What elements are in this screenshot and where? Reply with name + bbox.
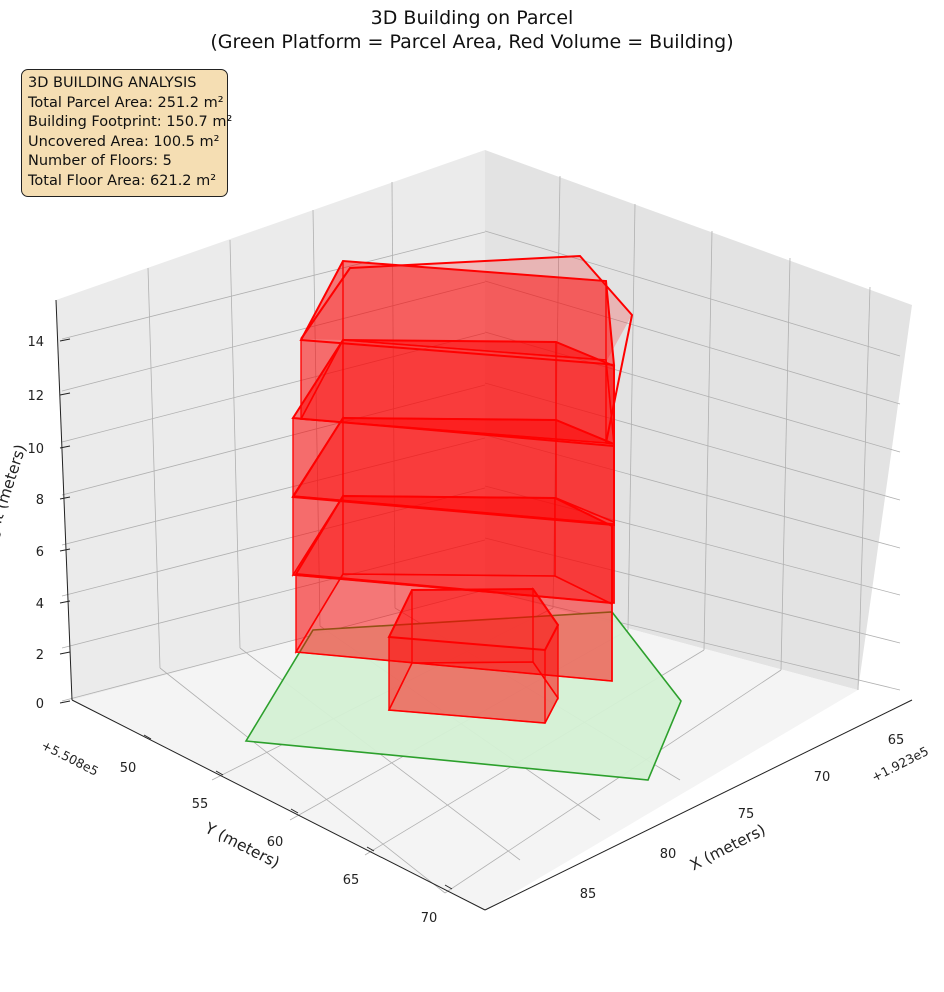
z-tick-mark bbox=[59, 445, 71, 449]
grid-line bbox=[159, 667, 446, 894]
info-box-line: Total Floor Area: 621.2 m² bbox=[28, 172, 217, 189]
y-tick-mark bbox=[366, 846, 375, 852]
y-offset-label: +5.508e5 bbox=[39, 737, 101, 778]
z-tick-label: 12 bbox=[27, 389, 44, 404]
z-tick-label: 6 bbox=[36, 545, 44, 560]
grid-line bbox=[780, 257, 791, 671]
chart-title-line-1: 3D Building on Parcel bbox=[370, 7, 574, 29]
y-tick-label: 55 bbox=[192, 797, 209, 812]
grid-line bbox=[312, 209, 321, 627]
z-tick-mark bbox=[59, 548, 71, 552]
x-tick-label: 80 bbox=[660, 847, 677, 862]
y-tick-label: 70 bbox=[421, 911, 438, 926]
x-axis-line bbox=[484, 699, 913, 911]
grid-line bbox=[627, 203, 636, 631]
grid-line bbox=[391, 181, 396, 609]
y-tick-mark bbox=[215, 770, 224, 776]
info-box-line: Total Parcel Area: 251.2 m² bbox=[28, 94, 224, 111]
info-box-line: Number of Floors: 5 bbox=[28, 153, 172, 169]
back-right-pane bbox=[485, 150, 912, 690]
chart-title-line-2: (Green Platform = Parcel Area, Red Volum… bbox=[210, 31, 734, 53]
info-box-line: Uncovered Area: 100.5 m² bbox=[28, 133, 220, 150]
info-box-heading: 3D BUILDING ANALYSIS bbox=[28, 75, 197, 91]
x-tick-label: 65 bbox=[888, 733, 905, 748]
z-tick-label: 8 bbox=[36, 493, 44, 508]
y-tick-label: 50 bbox=[120, 761, 137, 776]
floor-3-base bbox=[291, 495, 615, 604]
z-tick-mark bbox=[59, 700, 71, 704]
y-axis-line bbox=[71, 699, 486, 911]
grid-line bbox=[61, 231, 486, 340]
floor-4-top bbox=[291, 338, 615, 448]
z-tick-label: 4 bbox=[36, 597, 44, 612]
x-offset-label: +1.923e5 bbox=[869, 743, 931, 784]
y-tick-label: 60 bbox=[267, 835, 284, 850]
chart-title: 3D Building on Parcel (Green Platform = … bbox=[0, 6, 944, 54]
x-tick-label: 75 bbox=[738, 807, 755, 822]
back-left-pane bbox=[56, 150, 485, 700]
z-tick-label: 0 bbox=[36, 697, 44, 712]
y-tick-mark bbox=[143, 734, 152, 740]
z-axis-line bbox=[55, 299, 73, 701]
grid-line bbox=[61, 281, 486, 392]
grid-line bbox=[61, 589, 486, 702]
grid-line bbox=[61, 437, 486, 546]
info-box-line: Building Footprint: 150.7 m² bbox=[28, 114, 233, 130]
floor-5-top bbox=[299, 259, 616, 367]
floor-1-base bbox=[387, 661, 559, 724]
floor-5-base bbox=[299, 339, 615, 445]
grid-line bbox=[484, 485, 901, 596]
grid-line bbox=[61, 384, 486, 496]
z-tick-label: 10 bbox=[27, 442, 44, 457]
grid-line bbox=[484, 331, 901, 453]
z-tick-label: 14 bbox=[27, 335, 44, 350]
grid-line bbox=[147, 267, 161, 669]
grid-line bbox=[857, 286, 871, 691]
z-tick-mark bbox=[59, 392, 71, 396]
floor-1-top bbox=[387, 587, 560, 652]
grid-line bbox=[61, 539, 486, 649]
parcel-platform bbox=[244, 611, 682, 781]
z-tick-label: 2 bbox=[36, 648, 44, 663]
x-tick-label: 70 bbox=[814, 770, 831, 785]
grid-line bbox=[484, 537, 901, 644]
grid-line bbox=[484, 382, 901, 501]
z-tick-mark bbox=[59, 600, 71, 604]
x-axis-label: X (meters) bbox=[687, 821, 769, 874]
analysis-info-box: 3D BUILDING ANALYSIS Total Parcel Area: … bbox=[21, 69, 233, 197]
grid-line bbox=[703, 230, 713, 651]
z-tick-mark bbox=[59, 496, 71, 500]
z-tick-mark bbox=[59, 338, 71, 342]
grid-line bbox=[229, 239, 241, 649]
grid-line bbox=[484, 434, 901, 549]
x-tick-label: 85 bbox=[580, 887, 597, 902]
grid-line bbox=[444, 669, 782, 894]
grid-line bbox=[484, 589, 901, 691]
floor-4-base bbox=[291, 417, 615, 525]
grid-line bbox=[484, 280, 901, 405]
grid-line bbox=[484, 230, 901, 357]
y-tick-label: 65 bbox=[343, 873, 360, 888]
grid-line bbox=[61, 332, 486, 443]
y-tick-mark bbox=[444, 884, 453, 890]
z-tick-mark bbox=[59, 651, 71, 655]
roof-face bbox=[301, 256, 632, 362]
z-axis-label: Height (meters) bbox=[0, 442, 30, 565]
roof-outline bbox=[300, 254, 634, 444]
y-tick-mark bbox=[290, 808, 299, 814]
